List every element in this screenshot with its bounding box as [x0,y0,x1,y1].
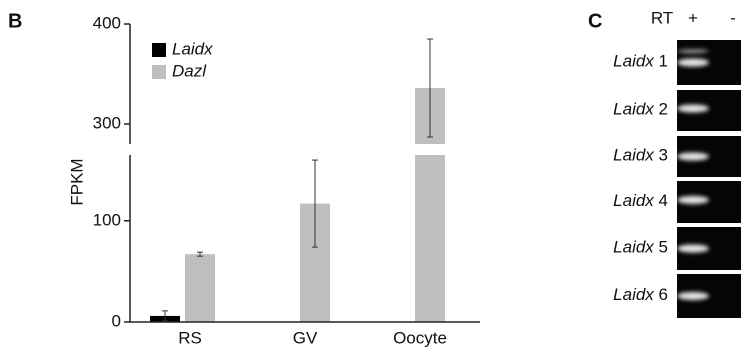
bar [185,254,215,322]
figure: B FPKM C RT 0 100 300 400 RS GV Oocyte Laidx Daz… [0,0,755,350]
y-tick-label: 100 [93,210,121,229]
gel-band [677,49,709,53]
legend-swatch [152,65,166,79]
lane-number: 2 [659,100,668,119]
lane-label: Laidx 3 [613,146,668,165]
y-tick-label: 0 [112,311,121,330]
x-tick-label: Oocyte [393,328,447,347]
y-tick-label: 400 [93,13,121,32]
panel-label: C [588,10,602,32]
lane-number: 6 [659,285,668,304]
x-tick-label: RS [178,328,202,347]
gel-band [677,196,709,204]
axis-break [120,144,480,155]
lane-label: Laidx 5 [613,238,668,257]
gel-column-label: + [688,8,698,27]
lane-gene: Laidx [613,191,654,210]
lane-number: 5 [659,238,668,257]
lane-gene: Laidx [613,285,654,304]
gel-band [677,153,709,161]
lane-label: Laidx 2 [613,100,668,119]
legend-label: Dazl [172,61,207,80]
lane-number: 1 [659,52,668,71]
legend-label: Laidx [172,39,213,58]
lane-label: Laidx 1 [613,52,668,71]
gel-band [677,59,709,67]
gel-header: RT [651,8,673,27]
gel-band [677,104,709,112]
panel-label: B [8,10,22,32]
y-tick-label: 300 [93,113,121,132]
x-tick-label: GV [293,328,318,347]
gel-band [677,245,709,253]
lane-number: 3 [659,146,668,165]
lane-gene: Laidx [613,52,654,71]
lane-label: Laidx 4 [613,191,668,210]
gel-band [677,292,709,300]
y-axis-label: FPKM [67,158,86,205]
lane-label: Laidx 6 [613,285,668,304]
legend-swatch [152,43,166,57]
lane-gene: Laidx [613,100,654,119]
lane-gene: Laidx [613,146,654,165]
gel-column-label: - [730,8,736,27]
lane-gene: Laidx [613,238,654,257]
lane-number: 4 [659,191,668,210]
